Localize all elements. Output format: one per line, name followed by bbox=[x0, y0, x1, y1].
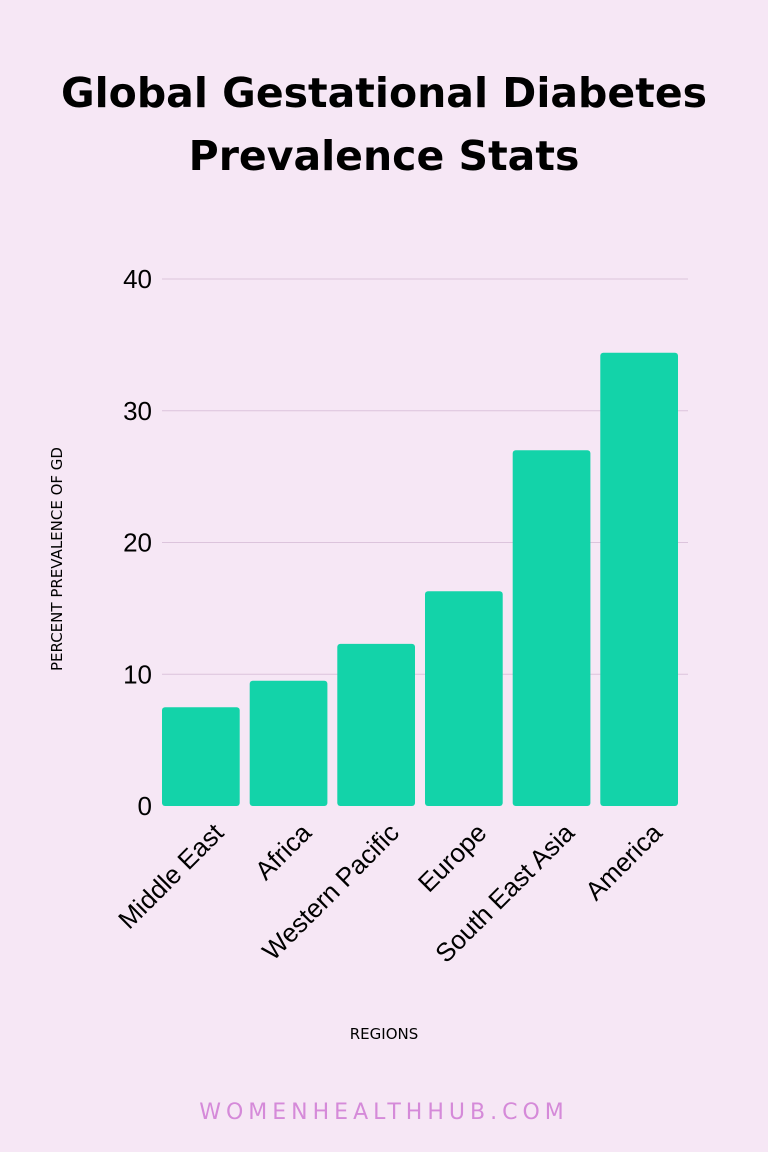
y-axis-title: PERCENT PREVALENCE OF GD bbox=[48, 447, 66, 671]
x-tick-label: America bbox=[579, 817, 668, 906]
y-tick-label: 0 bbox=[138, 791, 152, 821]
x-tick-label: Middle East bbox=[112, 817, 230, 935]
bar-south-east-asia bbox=[512, 450, 591, 806]
x-axis-title: REGIONS bbox=[350, 1025, 419, 1043]
y-tick-label: 20 bbox=[123, 528, 152, 558]
x-tick-label: Europe bbox=[412, 817, 492, 897]
bar-middle-east bbox=[162, 707, 240, 806]
bars bbox=[162, 352, 678, 806]
bar-western-pacific bbox=[337, 643, 415, 806]
bar-europe bbox=[425, 591, 503, 806]
y-tick-label: 30 bbox=[123, 396, 152, 426]
chart-title: Global Gestational Diabetes Prevalence S… bbox=[0, 62, 768, 188]
chart-title-line-1: Global Gestational Diabetes bbox=[60, 69, 708, 117]
y-tick-label: 40 bbox=[123, 264, 152, 294]
bar-america bbox=[600, 352, 678, 806]
bar-africa bbox=[249, 680, 328, 806]
y-tick-labels: 0 10 20 30 40 bbox=[123, 264, 152, 821]
y-tick-label: 10 bbox=[123, 659, 152, 689]
chart-title-line-2: Prevalence Stats bbox=[188, 132, 580, 180]
site-footer: WOMENHEALTHHUB.COM bbox=[199, 1100, 569, 1125]
x-tick-label: Africa bbox=[249, 817, 318, 886]
